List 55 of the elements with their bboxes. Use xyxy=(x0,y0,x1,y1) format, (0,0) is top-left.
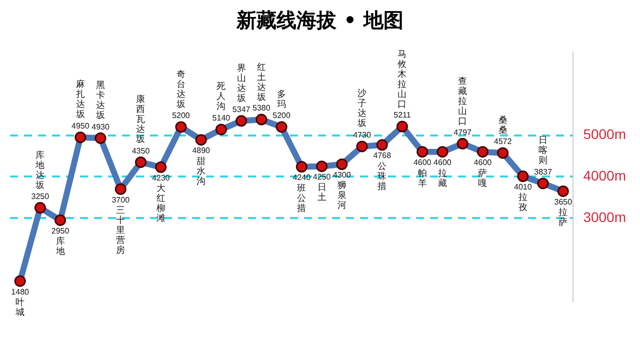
data-label: 4010 xyxy=(514,182,532,192)
data-label: 2950 xyxy=(51,226,70,236)
x-tick-label: 甜水沟 xyxy=(196,156,206,187)
data-label: 1480 xyxy=(11,287,30,296)
data-label: 4250 xyxy=(312,172,332,182)
data-label: 4600 xyxy=(474,158,492,168)
x-tick-label: 库地 xyxy=(55,237,66,258)
x-tick-label: 桑桑 xyxy=(498,116,508,136)
y-tick-label: 4000m xyxy=(583,168,626,184)
x-tick-label: 班公措 xyxy=(296,184,307,214)
data-label: 3700 xyxy=(112,195,130,204)
x-tick-label: 麻扎达坂 xyxy=(75,80,86,120)
data-label: 5347 xyxy=(232,105,251,114)
x-tick-label: 沙子达坂 xyxy=(356,89,367,130)
data-label: 4600 xyxy=(413,158,432,168)
data-label: 5200 xyxy=(272,111,291,120)
data-label: 5380 xyxy=(252,104,271,113)
data-label: 3250 xyxy=(31,192,50,201)
x-tick-label: 多玛 xyxy=(276,90,287,110)
x-tick-label: 拉藏 xyxy=(437,168,448,189)
x-tick-label: 死人沟 xyxy=(216,82,226,112)
data-label: 4350 xyxy=(132,146,150,156)
x-tick-label: 马攸木拉山口 xyxy=(397,50,408,110)
x-tick-label: 叶城 xyxy=(15,298,26,318)
x-tick-label: 日喀则 xyxy=(538,136,548,166)
x-tick-label: 黑卡达坂 xyxy=(96,81,106,122)
x-tick-label: 康西瓦达坂 xyxy=(136,95,146,146)
data-label: 5211 xyxy=(394,110,412,120)
chart-title: 新藏线海拔 • 地图 xyxy=(235,7,404,34)
data-label: 4930 xyxy=(92,122,110,132)
x-tick-label: 拉萨 xyxy=(558,208,568,228)
data-label: 4950 xyxy=(72,122,90,131)
x-tick-label: 三十里营房 xyxy=(116,206,126,256)
x-tick-label: 萨嘎 xyxy=(478,168,488,189)
data-label: 4890 xyxy=(192,146,211,156)
data-label: 4572 xyxy=(494,137,512,146)
data-label: 4768 xyxy=(373,151,392,160)
x-tick-label: 公珠措 xyxy=(377,162,388,192)
data-label: 4730 xyxy=(353,130,372,140)
y-tick-label: 3000m xyxy=(583,208,626,225)
x-tick-label: 大红柳滩 xyxy=(156,184,166,224)
x-tick-label: 红土达坂 xyxy=(256,62,266,103)
x-tick-label: 查藏拉山口 xyxy=(458,76,468,127)
y-tick-label: 5000m xyxy=(583,126,626,142)
data-label: 5200 xyxy=(172,111,190,120)
data-label: 5140 xyxy=(212,114,231,123)
data-label: 3837 xyxy=(534,168,552,177)
data-label: 3650 xyxy=(554,197,573,206)
data-label: 4797 xyxy=(454,128,472,137)
x-tick-label: 拉孜 xyxy=(518,193,528,214)
x-tick-label: 界山达坂 xyxy=(236,64,246,104)
data-label: 4600 xyxy=(434,158,452,168)
x-tick-label: 奇台达坂 xyxy=(176,70,186,110)
x-tick-label: 狮泉河 xyxy=(336,181,347,212)
x-tick-label: 日土 xyxy=(316,183,327,204)
